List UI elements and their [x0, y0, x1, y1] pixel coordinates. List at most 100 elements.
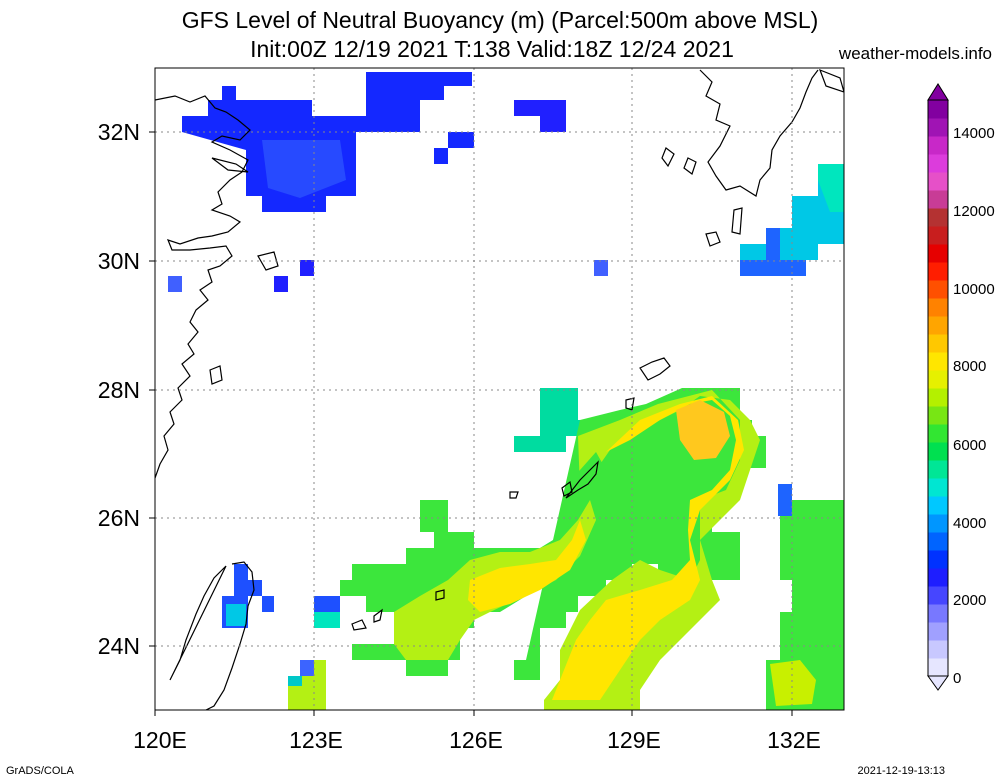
coastlines: [155, 68, 844, 710]
axis-ticks: [149, 131, 793, 716]
colorbar-segment: [928, 640, 948, 659]
footer-right: 2021-12-19-13:13: [857, 765, 945, 777]
patch-blue-d: [434, 148, 448, 164]
patch-blue-sw: [300, 660, 314, 676]
coast-china-island3: [209, 365, 223, 385]
field-patches: [168, 72, 844, 710]
lon-label: 120E: [133, 727, 187, 753]
patch-cyan-east-top: [818, 164, 844, 212]
lon-label: 129E: [607, 727, 661, 753]
colorbar-label: 0: [953, 670, 961, 687]
patch-blue-h: [594, 260, 608, 276]
coast-china-island2: [257, 251, 279, 271]
coast-japan-islands: [661, 68, 844, 247]
colorbar-segment: [928, 208, 948, 227]
patch-blue-north-inner: [262, 140, 346, 198]
colorbar-top-arrow: [927, 83, 949, 101]
lat-label: 24N: [98, 633, 140, 659]
colorbar-segment: [928, 280, 948, 299]
colorbar-segments: [928, 100, 948, 677]
coast-japan-kyushu: [699, 69, 819, 197]
colorbar-segment: [928, 244, 948, 263]
colorbar-label: 4000: [953, 515, 986, 532]
footer-left: GrADS/COLA: [6, 765, 74, 777]
colorbar-label: 6000: [953, 437, 986, 454]
colorbar-label: 8000: [953, 358, 986, 375]
colorbar-segment: [928, 100, 948, 119]
colorbar-label: 12000: [953, 203, 995, 220]
colorbar-segment: [928, 550, 948, 569]
colorbar-label: 14000: [953, 125, 995, 142]
colorbar-segment: [928, 496, 948, 515]
coast-taiwan: [169, 561, 255, 710]
patch-greenyellow-sw: [288, 660, 326, 710]
lon-label: 123E: [289, 727, 343, 753]
lon-label: 126E: [449, 727, 503, 753]
patch-blue-b: [540, 116, 566, 132]
colorbar-segment: [928, 406, 948, 425]
patch-blue-g: [168, 276, 182, 292]
colorbar-label: 10000: [953, 281, 995, 298]
colorbar-segment: [928, 460, 948, 479]
colorbar-segment: [928, 334, 948, 353]
coast-china-island1: [211, 157, 249, 173]
colorbar: 0 2000 4000 6000 8000 10000 12000 14000: [927, 83, 995, 691]
patch-blue-south: [314, 596, 340, 612]
colorbar-segment: [928, 136, 948, 155]
colorbar-segment: [928, 442, 948, 461]
lon-labels: 120E 123E 126E 129E 132E: [133, 727, 821, 753]
lat-label: 26N: [98, 505, 140, 531]
colorbar-segment: [928, 478, 948, 497]
patch-cyan-sw: [288, 676, 302, 686]
colorbar-segment: [928, 190, 948, 209]
colorbar-segment: [928, 154, 948, 173]
patch-cyan-south: [314, 612, 340, 628]
colorbar-bottom-arrow: [927, 675, 949, 691]
patch-cyan-taiwan: [226, 604, 246, 626]
lat-label: 32N: [98, 119, 140, 145]
lon-label: 132E: [767, 727, 821, 753]
colorbar-segment: [928, 172, 948, 191]
colorbar-segment: [928, 424, 948, 443]
patch-yellowgreen-east: [770, 660, 816, 706]
brand-label: weather-models.info: [838, 44, 992, 63]
colorbar-segment: [928, 532, 948, 551]
patch-yellow-south: [468, 520, 586, 612]
chart-title: GFS Level of Neutral Buoyancy (m) (Parce…: [181, 7, 819, 33]
lat-labels: 24N 26N 28N 30N 32N: [98, 119, 140, 659]
colorbar-segment: [928, 604, 948, 623]
colorbar-segment: [928, 622, 948, 641]
coast-sakishima: [351, 589, 445, 631]
colorbar-segment: [928, 298, 948, 317]
chart-subtitle: Init:00Z 12/19 2021 T:138 Valid:18Z 12/2…: [250, 36, 734, 62]
colorbar-segment: [928, 514, 948, 533]
colorbar-segment: [928, 262, 948, 281]
patch-blue-c: [448, 132, 474, 148]
patch-blue-east: [740, 228, 806, 276]
gridlines: [155, 68, 844, 710]
lat-label: 30N: [98, 248, 140, 274]
patch-blue-e: [300, 260, 314, 276]
map-frame: [154, 67, 845, 711]
colorbar-segment: [928, 226, 948, 245]
colorbar-segment: [928, 388, 948, 407]
colorbar-label: 2000: [953, 592, 986, 609]
patch-blue-east-small: [778, 484, 792, 516]
colorbar-labels: 0 2000 4000 6000 8000 10000 12000 14000: [953, 125, 995, 687]
patch-green-east: [766, 484, 830, 710]
colorbar-segment: [928, 568, 948, 587]
colorbar-segment: [928, 118, 948, 137]
patch-blue-f: [274, 276, 288, 292]
colorbar-segment: [928, 370, 948, 389]
colorbar-frame: [927, 99, 949, 677]
colorbar-segment: [928, 316, 948, 335]
colorbar-segment: [928, 352, 948, 371]
colorbar-segment: [928, 586, 948, 605]
patch-orange-central: [676, 400, 730, 460]
patch-yellow-central: [552, 396, 744, 700]
patch-blue-a: [514, 100, 566, 116]
lat-label: 28N: [98, 377, 140, 403]
colorbar-segment: [928, 658, 948, 677]
coast-china: [155, 95, 251, 479]
